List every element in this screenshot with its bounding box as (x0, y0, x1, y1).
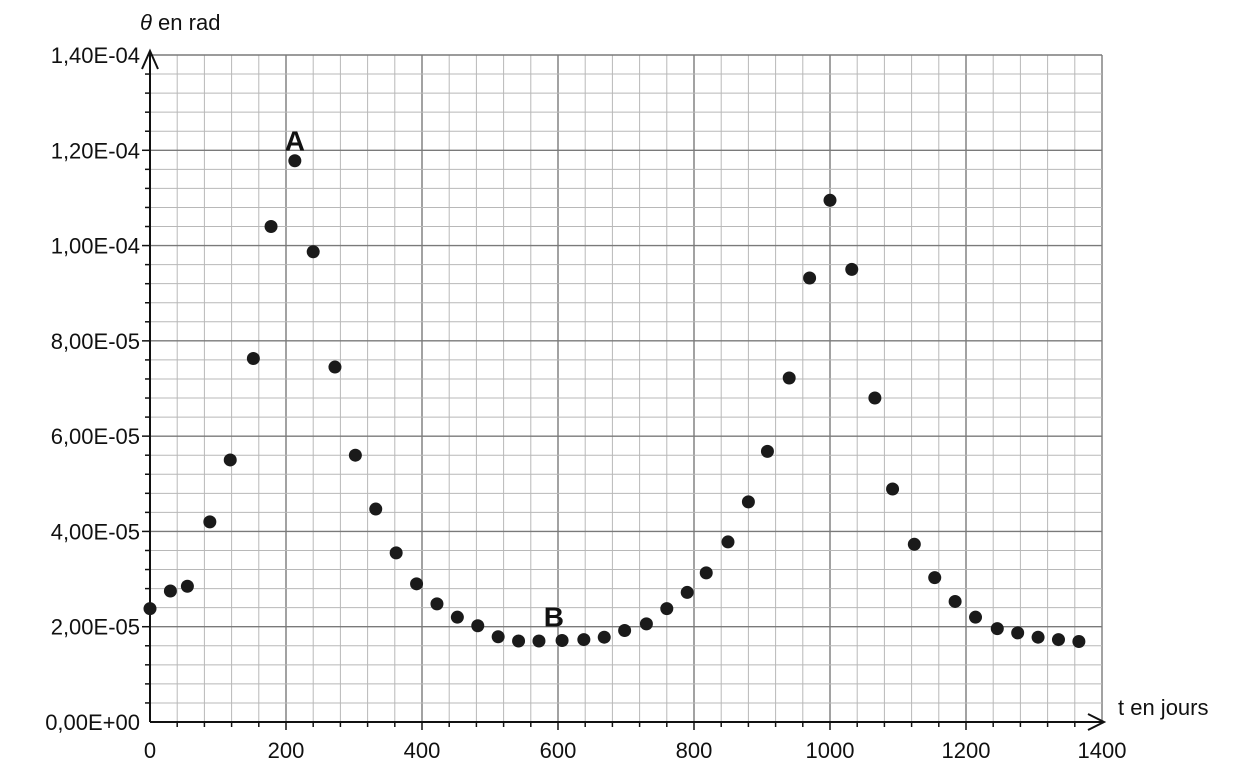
data-point (845, 262, 859, 276)
data-point (990, 622, 1004, 636)
y-tick-label: 4,00E-05 (51, 519, 140, 544)
data-point (907, 537, 921, 551)
x-tick-label: 400 (404, 738, 441, 762)
point-label-a: A (285, 125, 305, 156)
data-point (450, 610, 464, 624)
x-tick-label: 0 (144, 738, 156, 762)
x-tick-label: 1200 (942, 738, 991, 762)
labels: 0 200 400 600 800 1000 1200 1400 0,00E+00 2,00E-0… (45, 43, 1126, 762)
x-tick-label: 1400 (1078, 738, 1127, 762)
y-axis-arrow-icon (141, 48, 159, 70)
x-tick-label: 1000 (806, 738, 855, 762)
grid (150, 54, 1103, 722)
data-point (680, 585, 694, 599)
data-point (741, 495, 755, 509)
data-point (369, 502, 383, 516)
data-point (1011, 626, 1025, 640)
data-point (928, 571, 942, 585)
data-point (223, 453, 237, 467)
y-tick-label: 8,00E-05 (51, 329, 140, 354)
y-axis-symbol: θ (140, 10, 152, 35)
data-point (639, 617, 653, 631)
y-tick-label: 0,00E+00 (45, 710, 140, 735)
data-point (868, 391, 882, 405)
data-point (348, 448, 362, 462)
data-point (288, 154, 302, 168)
data-point (264, 220, 278, 234)
x-axis-arrow-icon (1087, 713, 1107, 731)
data-point (532, 634, 546, 648)
data-point (555, 634, 569, 648)
data-point (143, 602, 157, 616)
data-point (760, 444, 774, 458)
data-point (721, 535, 735, 549)
data-point (328, 360, 342, 374)
data-point (1072, 634, 1086, 648)
data-point (306, 245, 320, 259)
data-point (410, 577, 424, 591)
data-point (471, 619, 485, 633)
x-tick-label: 600 (540, 738, 577, 762)
y-axis-title: θ en rad (140, 10, 220, 35)
y-tick-label: 6,00E-05 (51, 424, 140, 449)
y-tick-label: 1,20E-04 (51, 138, 140, 163)
data-point (203, 515, 217, 529)
data-point (491, 630, 505, 644)
y-axis-unit: en rad (152, 10, 221, 35)
data-point (782, 371, 796, 385)
data-point (597, 630, 611, 644)
y-tick-label: 1,40E-04 (51, 43, 140, 68)
data-point (389, 546, 403, 560)
data-point (699, 566, 713, 580)
y-tick-label: 1,00E-04 (51, 234, 140, 259)
data-point (1051, 633, 1065, 647)
x-axis-title: t en jours (1118, 695, 1209, 720)
data-point (430, 597, 444, 611)
data-point (577, 633, 591, 647)
data-point (969, 610, 983, 624)
x-tick-label: 800 (676, 738, 713, 762)
data-points (143, 154, 1086, 648)
data-point (803, 271, 817, 285)
data-point (512, 634, 526, 648)
point-label-b: B (544, 602, 564, 633)
data-point (948, 594, 962, 608)
data-point (823, 193, 837, 207)
data-point (886, 482, 900, 496)
y-tick-label: 2,00E-05 (51, 615, 140, 640)
data-point (660, 602, 674, 616)
data-point (163, 584, 177, 598)
data-point (180, 579, 194, 593)
data-point (1031, 630, 1045, 644)
x-tick-label: 200 (268, 738, 305, 762)
data-point (246, 351, 260, 365)
data-point (618, 624, 632, 638)
